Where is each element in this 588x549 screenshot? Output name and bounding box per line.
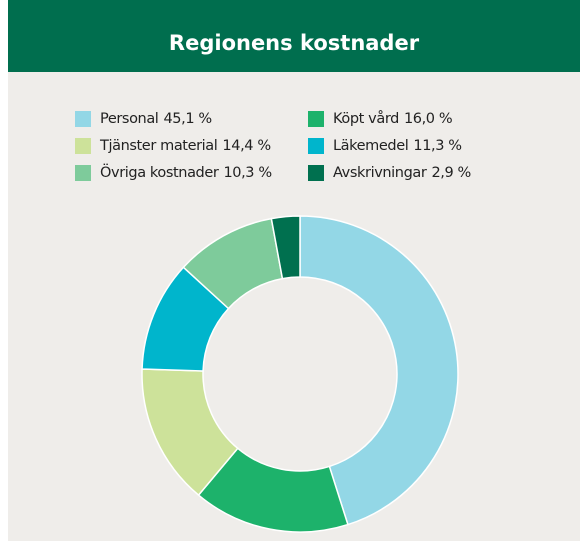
legend-swatch — [75, 111, 91, 127]
legend-label: Läkemedel 11,3 % — [333, 138, 462, 154]
donut-slice — [299, 215, 459, 526]
legend-value: 11,3 % — [413, 138, 461, 154]
donut-slice — [270, 215, 301, 280]
legend-label: Tjänster material 14,4 % — [99, 138, 271, 154]
legend-name: Köpt vård — [333, 110, 399, 127]
legend-label: Avskrivningar 2,9 % — [333, 165, 471, 181]
legend-value: 45,1 % — [163, 111, 211, 127]
legend-value: 10,3 % — [223, 165, 271, 181]
legend-value: 14,4 % — [222, 138, 270, 154]
legend-label: Köpt vård 16,0 % — [333, 110, 452, 127]
legend-swatch — [308, 165, 324, 181]
legend-name: Tjänster material — [99, 138, 217, 154]
chart-title: Regionens kostnader — [169, 31, 420, 55]
legend-swatch — [308, 111, 324, 127]
legend-value: 16,0 % — [404, 111, 452, 127]
header — [8, 0, 580, 72]
legend-name: Övriga kostnader — [100, 163, 219, 181]
legend-name: Personal — [100, 111, 158, 127]
legend-name: Avskrivningar — [333, 165, 427, 181]
legend-swatch — [75, 165, 91, 181]
legend-label: Personal 45,1 % — [100, 111, 212, 127]
legend-name: Läkemedel — [333, 138, 408, 154]
legend-value: 2,9 % — [431, 165, 470, 181]
legend-swatch — [75, 138, 91, 154]
legend-swatch — [308, 138, 324, 154]
legend-label: Övriga kostnader 10,3 % — [100, 163, 272, 181]
